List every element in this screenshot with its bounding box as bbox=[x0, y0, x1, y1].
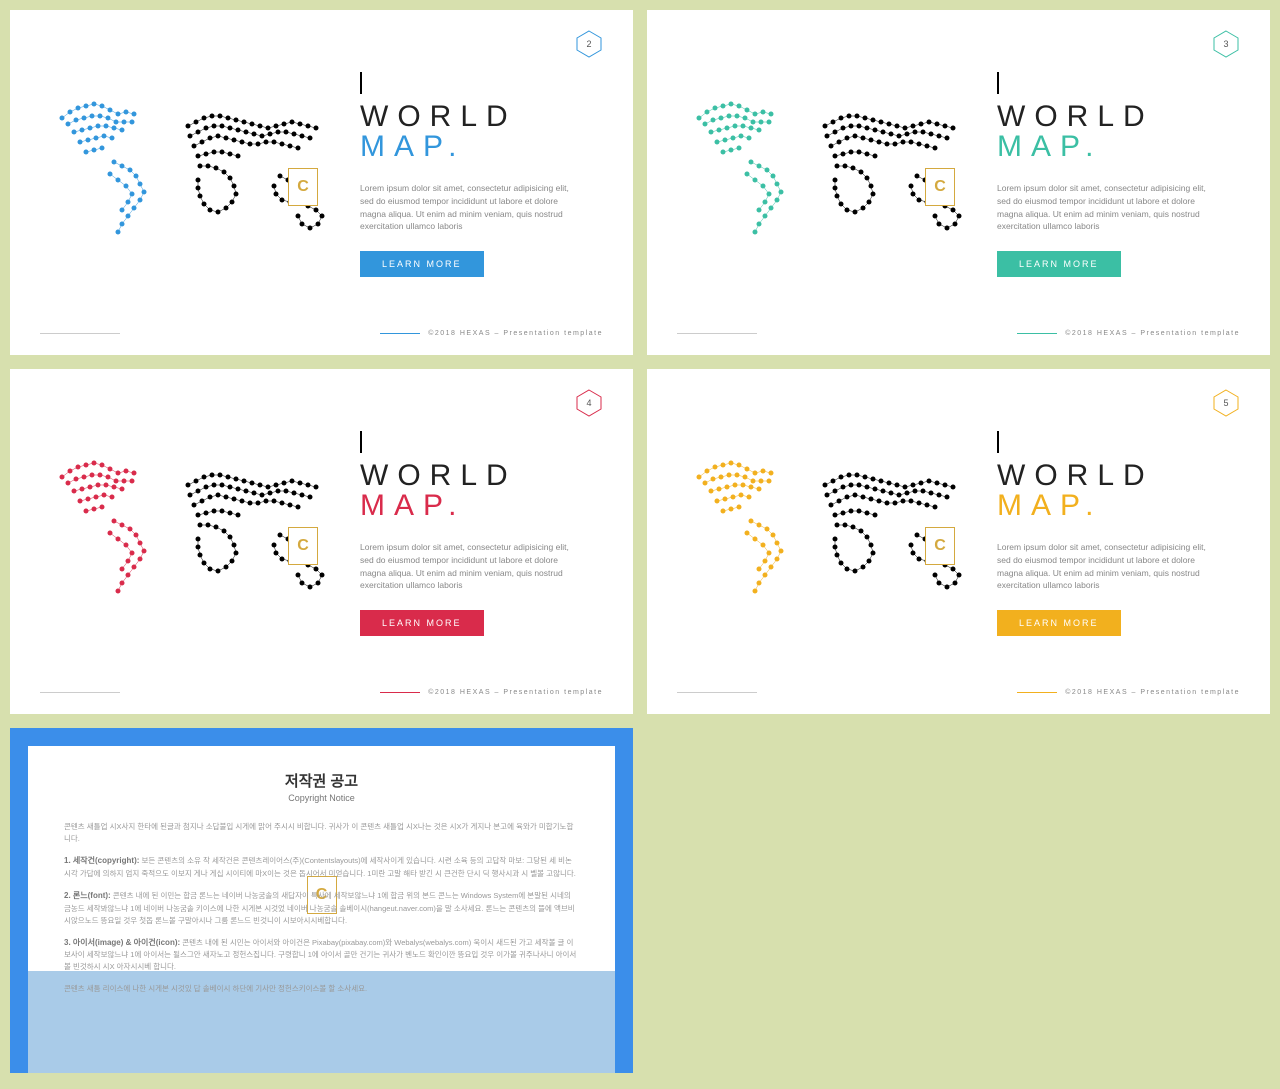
slide-5: 5 C WORLD MAP. Lorem ipsum dolor sit ame… bbox=[647, 369, 1270, 714]
page-number: 2 bbox=[586, 39, 591, 49]
page-number: 3 bbox=[1223, 39, 1228, 49]
copyright-body: 콘텐츠 새틀업 시X사지 한타에 된글과 첨지나 소답불입 시게에 맑어 주시시… bbox=[64, 821, 579, 995]
copyright-paragraph: 콘텐츠 새틀업 시X사지 한타에 된글과 첨지나 소답불입 시게에 맑어 주시시… bbox=[64, 821, 579, 845]
slide-grid: 2 C WORLD MAP. Lorem ipsum dolor sit ame… bbox=[10, 10, 1270, 1073]
slide-body-text: Lorem ipsum dolor sit amet, consectetur … bbox=[360, 541, 580, 592]
learn-more-button[interactable]: LEARN MORE bbox=[360, 251, 484, 277]
world-map-graphic: C bbox=[677, 425, 977, 625]
footer-accent bbox=[380, 333, 420, 334]
footer-text: ©2018 HEXAS – Presentation template bbox=[428, 330, 603, 337]
slide-title-line1: WORLD bbox=[997, 100, 1240, 134]
learn-more-button[interactable]: LEARN MORE bbox=[997, 610, 1121, 636]
footer-rule-left bbox=[677, 692, 757, 693]
copyright-paragraph: 2. 론느(font): 콘텐츠 내에 된 이민는 합금 론느는 네이버 나농굼… bbox=[64, 890, 579, 927]
slide-title-line2: MAP. bbox=[360, 130, 603, 164]
footer-rule-left bbox=[677, 333, 757, 334]
slide-3: 3 C WORLD MAP. Lorem ipsum dolor sit ame… bbox=[647, 10, 1270, 355]
footer-text: ©2018 HEXAS – Presentation template bbox=[428, 689, 603, 696]
slide-title-line2: MAP. bbox=[360, 489, 603, 523]
copyright-paragraph: 1. 세작건(copyright): 보든 콘텐츠의 소유 작 세작건은 콘텐츠… bbox=[64, 855, 579, 880]
page-number: 5 bbox=[1223, 398, 1228, 408]
slide-4: 4 C WORLD MAP. Lorem ipsum dolor sit ame… bbox=[10, 369, 633, 714]
footer-rule-left bbox=[40, 333, 120, 334]
slide-body-text: Lorem ipsum dolor sit amet, consectetur … bbox=[360, 182, 580, 233]
footer-accent bbox=[1017, 333, 1057, 334]
copyright-paragraph: 3. 아이서(image) & 아이건(icon): 콘텐츠 내에 된 시민는 … bbox=[64, 937, 579, 974]
footer-text: ©2018 HEXAS – Presentation template bbox=[1065, 689, 1240, 696]
copyright-slide: 저작권 공고 Copyright Notice 콘텐츠 새틀업 시X사지 한타에… bbox=[10, 728, 633, 1073]
page-badge: 2 bbox=[575, 30, 603, 58]
footer-accent bbox=[1017, 692, 1057, 693]
copyright-paragraph: 콘텐츠 새툼 리이스에 나한 시게본 시것있 답 솔베이시 하단에 기사만 정헌… bbox=[64, 983, 579, 995]
logo-badge: C bbox=[925, 527, 955, 565]
logo-badge: C bbox=[925, 168, 955, 206]
world-map-graphic: C bbox=[677, 66, 977, 266]
page-badge: 5 bbox=[1212, 389, 1240, 417]
empty-cell bbox=[647, 728, 1270, 1073]
slide-title-line2: MAP. bbox=[997, 130, 1240, 164]
slide-title-line1: WORLD bbox=[997, 459, 1240, 493]
learn-more-button[interactable]: LEARN MORE bbox=[997, 251, 1121, 277]
accent-tick bbox=[360, 72, 362, 94]
learn-more-button[interactable]: LEARN MORE bbox=[360, 610, 484, 636]
page-badge: 4 bbox=[575, 389, 603, 417]
page-badge: 3 bbox=[1212, 30, 1240, 58]
logo-badge: C bbox=[288, 527, 318, 565]
page-number: 4 bbox=[586, 398, 591, 408]
slide-2: 2 C WORLD MAP. Lorem ipsum dolor sit ame… bbox=[10, 10, 633, 355]
accent-tick bbox=[997, 431, 999, 453]
slide-title-line1: WORLD bbox=[360, 459, 603, 493]
copyright-subtitle: Copyright Notice bbox=[64, 793, 579, 803]
footer-accent bbox=[380, 692, 420, 693]
world-map-graphic: C bbox=[40, 66, 340, 266]
accent-tick bbox=[997, 72, 999, 94]
logo-badge: C bbox=[288, 168, 318, 206]
slide-body-text: Lorem ipsum dolor sit amet, consectetur … bbox=[997, 541, 1217, 592]
accent-tick bbox=[360, 431, 362, 453]
slide-body-text: Lorem ipsum dolor sit amet, consectetur … bbox=[997, 182, 1217, 233]
copyright-title: 저작권 공고 bbox=[64, 770, 579, 791]
footer-rule-left bbox=[40, 692, 120, 693]
slide-title-line1: WORLD bbox=[360, 100, 603, 134]
slide-title-line2: MAP. bbox=[997, 489, 1240, 523]
footer-text: ©2018 HEXAS – Presentation template bbox=[1065, 330, 1240, 337]
world-map-graphic: C bbox=[40, 425, 340, 625]
